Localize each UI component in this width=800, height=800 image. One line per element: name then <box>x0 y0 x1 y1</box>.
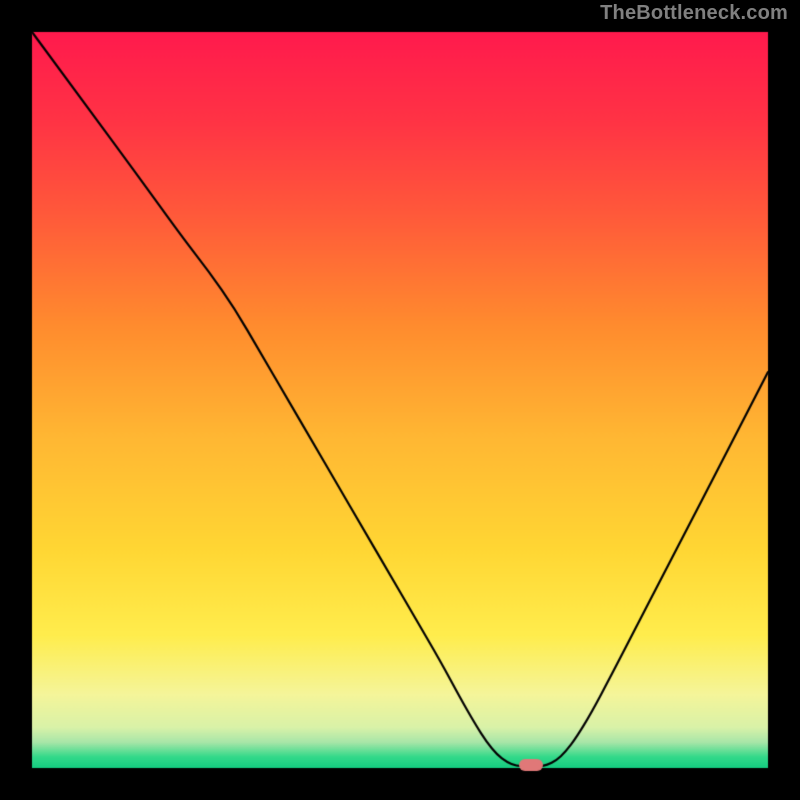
chart-container: TheBottleneck.com <box>0 0 800 800</box>
bottleneck-curve <box>0 0 800 800</box>
watermark-text: TheBottleneck.com <box>600 2 788 25</box>
